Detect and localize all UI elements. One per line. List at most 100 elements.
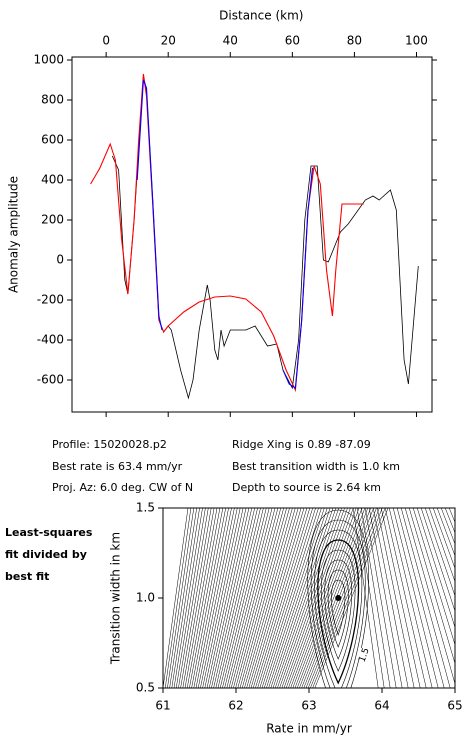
contour-line xyxy=(290,508,357,688)
contour-line xyxy=(288,508,354,688)
contour-line xyxy=(189,508,224,688)
contour-line xyxy=(392,508,439,688)
contour-line xyxy=(416,508,455,629)
side-label: fit divided by xyxy=(5,548,87,561)
best-fit-point xyxy=(335,595,342,601)
contour-line xyxy=(246,508,299,688)
contour-line xyxy=(244,508,296,688)
contour-line xyxy=(219,508,264,688)
contour-line xyxy=(324,559,352,660)
contour-line xyxy=(208,508,250,688)
plot-frame xyxy=(71,56,433,413)
contour-line xyxy=(384,508,427,688)
contour-line xyxy=(307,509,369,688)
contour-line xyxy=(270,508,331,688)
contour-line xyxy=(217,508,261,688)
x-tick-label: 100 xyxy=(405,34,428,48)
contour-line xyxy=(436,508,455,557)
y-tick-label: 400 xyxy=(41,173,64,187)
contour-line xyxy=(206,508,247,688)
contour-line xyxy=(283,508,348,688)
contour-line xyxy=(164,508,192,688)
contour-line xyxy=(228,508,276,688)
contour-line xyxy=(352,508,379,688)
y-tick-label: 0 xyxy=(56,253,64,267)
info-text: Ridge Xing is 0.89 -87.09 xyxy=(232,438,371,451)
y-tick-label: 600 xyxy=(41,133,64,147)
contour-line xyxy=(314,529,363,688)
x-tick-label: 63 xyxy=(301,699,316,713)
contour-line xyxy=(420,508,455,612)
contour-line xyxy=(182,508,215,688)
contour-line xyxy=(191,508,226,688)
info-text: Depth to source is 2.64 km xyxy=(232,481,381,494)
contour-line xyxy=(169,508,197,688)
data-line xyxy=(111,75,419,400)
contour-label: 1.5 xyxy=(358,647,372,664)
x-tick-label: 80 xyxy=(347,34,362,48)
contour-line xyxy=(248,508,302,688)
info-text: Best rate is 63.4 mm/yr xyxy=(52,460,183,473)
y-tick-label: -200 xyxy=(37,293,64,307)
contour-line xyxy=(356,508,385,688)
contour-line xyxy=(197,508,235,688)
contour-line xyxy=(396,508,445,688)
contour-line xyxy=(263,508,322,688)
contour-line xyxy=(230,508,279,688)
contour-line xyxy=(237,508,287,688)
side-label: best fit xyxy=(5,570,49,583)
contour-line xyxy=(241,508,293,688)
contour-line xyxy=(222,508,267,688)
contour-line xyxy=(259,508,316,688)
contour-line xyxy=(215,508,258,688)
contour-line xyxy=(202,508,241,688)
y-tick-label: 200 xyxy=(41,213,64,227)
contour-line xyxy=(305,508,377,688)
contour-line xyxy=(388,508,433,688)
contour-line xyxy=(372,508,409,688)
contour-line xyxy=(255,508,311,688)
y-tick-label: -600 xyxy=(37,373,64,387)
y-axis-label: Anomaly amplitude xyxy=(7,176,21,293)
contour-line xyxy=(296,508,366,688)
y-tick-label: 1.0 xyxy=(136,591,155,605)
contour-line xyxy=(310,519,366,688)
contour-line xyxy=(211,508,253,688)
contour-line xyxy=(380,508,421,688)
contour-line xyxy=(186,508,221,688)
contour-line xyxy=(317,539,360,685)
x-tick-label: 20 xyxy=(161,34,176,48)
contour-line xyxy=(400,508,451,688)
x-tick-label: 62 xyxy=(228,699,243,713)
contour-line xyxy=(224,508,270,688)
y-tick-label: 1000 xyxy=(33,53,64,67)
contour-line xyxy=(235,508,284,688)
y-tick-label: -400 xyxy=(37,333,64,347)
contour-line xyxy=(257,508,313,688)
contour-line xyxy=(281,508,345,688)
contour-line xyxy=(200,508,238,688)
contour-line xyxy=(424,508,455,597)
contour-line xyxy=(307,508,380,688)
contour-line xyxy=(299,508,369,688)
contour-line xyxy=(404,508,455,685)
x-axis-label: Rate in mm/yr xyxy=(266,722,352,736)
contour-line xyxy=(261,508,319,688)
contour-line xyxy=(226,508,273,688)
contour-line xyxy=(292,508,360,688)
contour-line xyxy=(320,549,356,672)
contour-line xyxy=(448,508,455,523)
info-text: Profile: 15020028.p2 xyxy=(52,438,167,451)
contour-line xyxy=(432,508,455,570)
contour-line xyxy=(272,508,334,688)
y-axis-label: Transition width in km xyxy=(109,532,123,665)
contour-line xyxy=(279,508,342,688)
contour-line xyxy=(368,508,403,688)
x-tick-label: 60 xyxy=(285,34,300,48)
x-tick-label: 0 xyxy=(102,34,110,48)
contour-line xyxy=(204,508,244,688)
contour-line xyxy=(331,579,346,636)
y-tick-label: 0.5 xyxy=(136,681,155,695)
contour-line xyxy=(175,508,206,688)
